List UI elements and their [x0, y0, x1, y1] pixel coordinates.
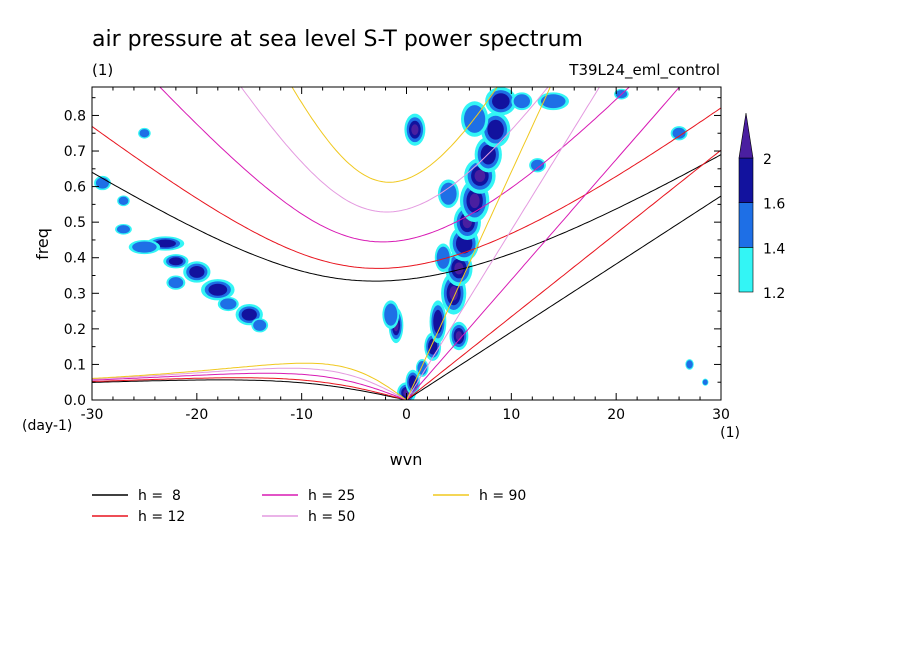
y-tick-label: 0.6	[64, 180, 86, 196]
y-tick-label: 0.7	[64, 144, 86, 160]
x-tick-label: 0	[402, 407, 411, 423]
spectral-blob-5-level-1	[384, 303, 398, 326]
spectral-blob-13-level-3	[474, 169, 486, 182]
spectral-blob-38-level-1	[702, 379, 708, 385]
legend-label-h8: h = 8	[138, 488, 181, 504]
y-tick-label: 0.0	[64, 393, 86, 409]
y-tick-label: 0.1	[64, 357, 86, 373]
curve-h25-rossby	[92, 372, 408, 400]
spectral-blob-35-level-1	[118, 196, 129, 205]
colorbar: 1.2 1.4 1.6 2	[738, 112, 785, 302]
spectral-blob-31-level-1	[168, 277, 184, 289]
y-tick-label: 0.3	[64, 286, 86, 302]
colorbar-segment-0	[738, 247, 754, 293]
spectral-blob-29-level-1	[253, 319, 267, 331]
spectral-blob-39-level-1	[531, 159, 545, 171]
legend-label-h50: h = 50	[308, 509, 355, 525]
spectral-blob-9-level-3	[454, 262, 464, 275]
spectral-blob-23-level-2	[154, 239, 176, 248]
y-tick-label: 0.8	[64, 108, 86, 124]
colorbar-label: 1.6	[763, 197, 785, 213]
x-unit-label: (1)	[720, 425, 740, 441]
x-tick-label: 20	[607, 407, 625, 423]
spectral-blob-6-level-2	[433, 309, 443, 334]
x-tick-label: -20	[185, 407, 208, 423]
curve-h25-ig	[159, 87, 631, 243]
colorbar-label: 1.2	[763, 286, 785, 302]
axis-ticks: -30 -20 -10 0 10 20 30 0.0 0.1 0.2 0.3 0.4 0.5 0.6 0.7…	[64, 87, 730, 423]
x-tick-label: -30	[81, 407, 104, 423]
spectral-blob-22-level-1	[541, 94, 566, 109]
spectral-blob-17-level-1	[440, 182, 457, 205]
colorbar-top-arrow	[738, 112, 754, 159]
curve-h12-ig	[92, 107, 721, 269]
contour-fills	[94, 87, 709, 400]
dispersion-curves	[92, 87, 721, 400]
curve-h50-ig	[240, 87, 549, 213]
curve-h90-ig	[291, 87, 498, 183]
y-tick-label: 0.5	[64, 215, 86, 231]
y-axis-label: freq	[33, 228, 52, 260]
spectral-blob-21-level-1	[513, 94, 530, 109]
spectral-blob-36-level-1	[672, 127, 686, 139]
spectral-blob-15-level-2	[487, 119, 504, 140]
curve-h8-ig	[92, 154, 721, 282]
y-tick-label: 0.4	[64, 251, 86, 267]
spectral-blob-27-level-2	[208, 283, 228, 296]
spectral-blob-3-level-2	[428, 338, 438, 355]
spectral-blob-33-level-1	[139, 129, 150, 138]
x-tick-label: 30	[712, 407, 730, 423]
spectral-blob-16-level-2	[492, 93, 510, 110]
chart-title: air pressure at sea level S-T power spec…	[92, 27, 583, 52]
legend-label-h12: h = 12	[138, 509, 185, 525]
x-axis-label: wvn	[390, 450, 423, 469]
x-tick-label: -10	[290, 407, 313, 423]
spectral-blob-19-level-3	[411, 124, 419, 136]
curve-h50-kelvin	[406, 87, 601, 400]
spectral-blob-8-level-3	[449, 286, 458, 301]
y-tick-label: 0.2	[64, 322, 86, 338]
spectral-blob-37-level-1	[686, 360, 693, 369]
spectral-blob-18-level-1	[436, 246, 450, 269]
spectral-blob-26-level-2	[189, 265, 205, 278]
curve-h12-rossby	[92, 377, 409, 400]
chart-units: (1)	[92, 61, 113, 79]
spectral-blob-30-level-1	[220, 298, 237, 310]
colorbar-label: 2	[763, 152, 772, 168]
experiment-label: T39L24_eml_control	[568, 61, 720, 80]
y-unit-label: (day-1)	[22, 418, 72, 434]
curve-h12-kelvin	[406, 149, 721, 400]
spectral-blob-25-level-2	[168, 257, 183, 266]
colorbar-label: 1.4	[763, 241, 785, 257]
spectral-blob-32-level-1	[116, 225, 130, 234]
colorbar-segment-1	[738, 202, 754, 248]
curve-h90-kelvin	[406, 87, 551, 400]
curve-h90-rossby	[92, 362, 408, 400]
curve-h8-kelvin	[406, 195, 721, 400]
spectral-blob-24-level-1	[132, 241, 157, 253]
x-tick-label: 10	[502, 407, 520, 423]
spectral-blob-28-level-2	[241, 308, 257, 321]
colorbar-segment-2	[738, 157, 754, 203]
curve-h8-rossby	[92, 379, 409, 400]
curve-legend: h = 8 h = 12 h = 25 h = 50 h = 90	[92, 488, 526, 525]
curve-h50-rossby	[92, 367, 408, 400]
spectral-blob-12-level-3	[469, 193, 480, 209]
legend-label-h25: h = 25	[308, 488, 355, 504]
curve-h25-kelvin	[406, 87, 681, 400]
legend-label-h90: h = 90	[479, 488, 526, 504]
